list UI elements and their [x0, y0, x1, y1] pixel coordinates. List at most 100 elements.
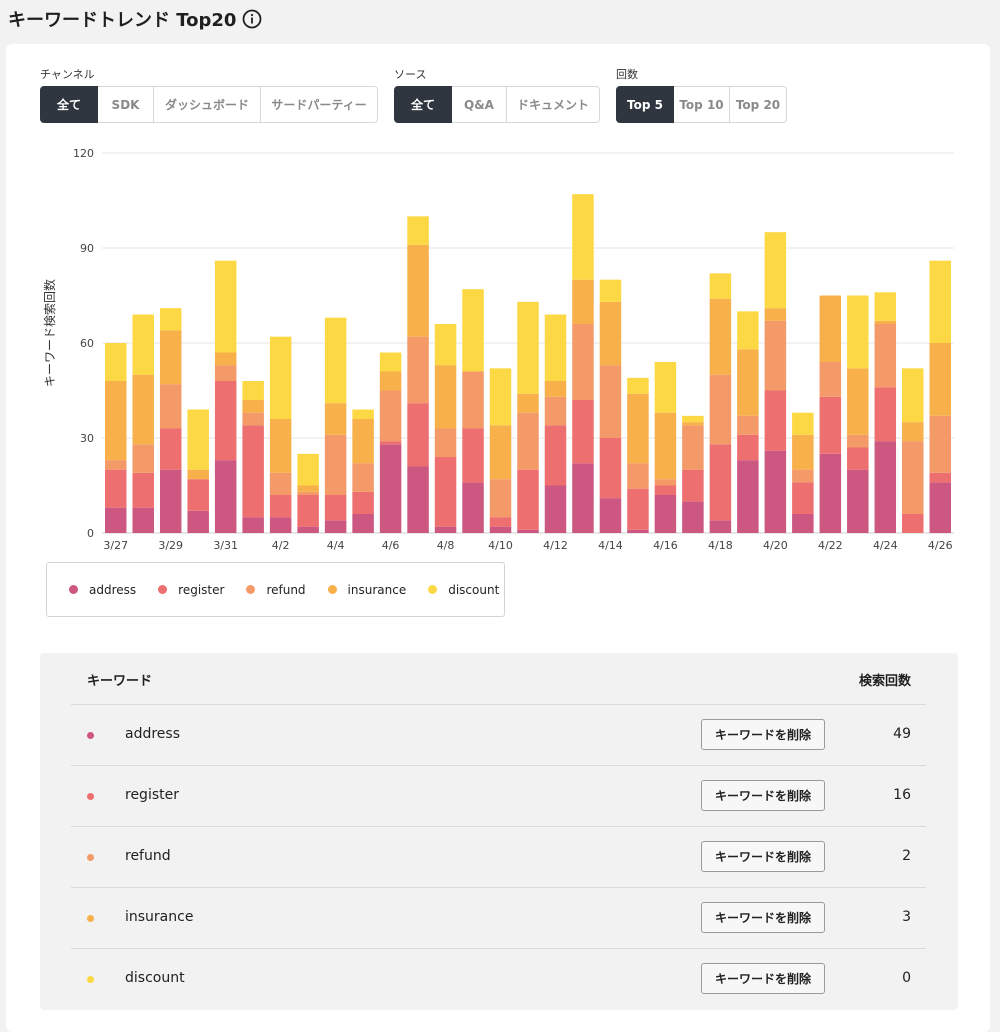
bar-segment-insurance [599, 301, 622, 366]
info-icon[interactable] [242, 9, 262, 29]
bar-segment-refund [792, 469, 814, 483]
delete-keyword-button[interactable]: キーワードを削除 [701, 841, 825, 872]
stacked-bar-chart: 0 30 60 90 120 キーワード検索回数 3/27 3/29 3/31 4/2 4/4 4/6… [42, 147, 954, 552]
legend-item-refund[interactable]: refund [246, 583, 306, 597]
bar-segment-insurance [517, 393, 539, 413]
bar-segment-register [132, 472, 154, 508]
bar-segment-register [874, 387, 897, 442]
bar-segment-insurance [242, 400, 264, 413]
bar-segment-register [242, 425, 264, 518]
row-count: 0 [902, 970, 911, 986]
bar-segment-discount [324, 317, 347, 404]
table-row: refund キーワードを削除 2 [71, 827, 926, 888]
bar-segment-register [902, 514, 924, 533]
bar-segment-address [599, 498, 622, 533]
x-tick-label: 3/31 [213, 539, 238, 552]
bar-segment-discount [214, 260, 237, 353]
bar-segment-address [929, 482, 952, 533]
bar-segment-address [682, 501, 704, 533]
bar-segment-address [874, 441, 897, 533]
bar-segment-register [544, 425, 567, 486]
source-option-all[interactable]: 全て [394, 86, 452, 123]
bar-segment-insurance [792, 434, 814, 470]
bar-segment-register [462, 428, 484, 483]
channel-option-all[interactable]: 全て [40, 86, 98, 123]
table-row: insurance キーワードを削除 3 [71, 888, 926, 949]
bar-segment-insurance [902, 422, 924, 442]
bar-segment-refund [682, 425, 704, 470]
channel-segmented-control: 全て SDK ダッシュボード サードパーティー [40, 86, 378, 123]
bar-segment-register [352, 491, 374, 514]
y-axis-label: キーワード検索回数 [42, 279, 57, 387]
channel-option-sdk[interactable]: SDK [98, 86, 154, 123]
bar-segment-refund [764, 320, 787, 391]
legend-swatch [69, 585, 78, 594]
bar-segment-address [819, 453, 842, 533]
bar-segment-register [819, 396, 842, 454]
bar-segment-address [104, 507, 127, 533]
legend-item-register[interactable]: register [158, 583, 224, 597]
bar-segment-address [847, 469, 869, 533]
bar-segment-discount [874, 292, 897, 321]
channel-option-dashboard[interactable]: ダッシュボード [154, 86, 261, 123]
x-tick-label: 4/16 [653, 539, 678, 552]
row-count: 2 [902, 848, 911, 864]
row-keyword: register [125, 787, 179, 803]
bar-segment-refund [104, 460, 127, 470]
source-option-documents[interactable]: ドキュメント [507, 86, 600, 123]
count-option-top5[interactable]: Top 5 [616, 86, 674, 123]
bar-segment-address [132, 507, 154, 533]
bar-segment-insurance [434, 365, 457, 429]
x-tick-label: 4/18 [708, 539, 733, 552]
bar-segment-insurance [379, 371, 402, 391]
row-color-dot [87, 915, 94, 922]
legend-swatch [158, 585, 168, 594]
trend-card: チャンネル 全て SDK ダッシュボード サードパーティー ソース 全て Q&A… [6, 44, 990, 1032]
column-header-keyword: キーワード [87, 674, 153, 689]
delete-keyword-button[interactable]: キーワードを削除 [701, 780, 825, 811]
bar-segment-register [297, 495, 319, 527]
bar-segment-refund [269, 472, 292, 495]
count-option-top20[interactable]: Top 20 [730, 86, 787, 123]
bar-segment-register [599, 438, 622, 499]
source-option-qa[interactable]: Q&A [452, 86, 507, 123]
bar-segment-insurance [819, 295, 842, 362]
bar-segment-register [572, 400, 594, 464]
bar-segment-refund [242, 412, 264, 426]
bar-segment-refund [352, 463, 374, 492]
bar-segment-discount [269, 336, 292, 419]
bar-segment-insurance [627, 393, 649, 464]
bar-segment-discount [159, 308, 182, 331]
bar-segment-refund [214, 365, 237, 381]
bar-segment-insurance [654, 412, 677, 480]
row-color-dot [87, 976, 94, 983]
bar-segment-address [544, 485, 567, 533]
page-title: キーワードトレンド Top20 [8, 6, 262, 32]
legend-swatch [428, 585, 438, 594]
delete-keyword-button[interactable]: キーワードを削除 [701, 963, 825, 994]
bar-segment-insurance [269, 419, 292, 473]
x-tick-label: 4/2 [272, 539, 290, 552]
row-count: 3 [902, 909, 911, 925]
delete-keyword-button[interactable]: キーワードを削除 [701, 902, 825, 933]
bar-segment-discount [352, 409, 374, 419]
count-option-top10[interactable]: Top 10 [674, 86, 730, 123]
bar-segment-address [792, 514, 814, 533]
delete-keyword-button[interactable]: キーワードを削除 [701, 719, 825, 750]
bar-segment-refund [902, 441, 924, 514]
legend-item-insurance[interactable]: insurance [327, 582, 407, 597]
legend-item-discount[interactable]: discount [428, 583, 499, 597]
bar-segment-address [764, 450, 787, 533]
y-tick-label: 120 [73, 147, 94, 160]
bar-segment-discount [489, 368, 512, 426]
bar-segment-discount [132, 314, 154, 375]
bar-segment-insurance [764, 308, 787, 321]
legend-swatch [327, 585, 337, 594]
row-keyword: refund [125, 848, 171, 864]
legend-item-address[interactable]: address [69, 583, 136, 597]
source-segmented-control: 全て Q&A ドキュメント [394, 86, 600, 123]
legend-label: insurance [347, 582, 407, 597]
channel-option-third-party[interactable]: サードパーティー [261, 86, 378, 123]
bar-segment-insurance [874, 320, 897, 324]
bar-segment-insurance [187, 469, 209, 480]
